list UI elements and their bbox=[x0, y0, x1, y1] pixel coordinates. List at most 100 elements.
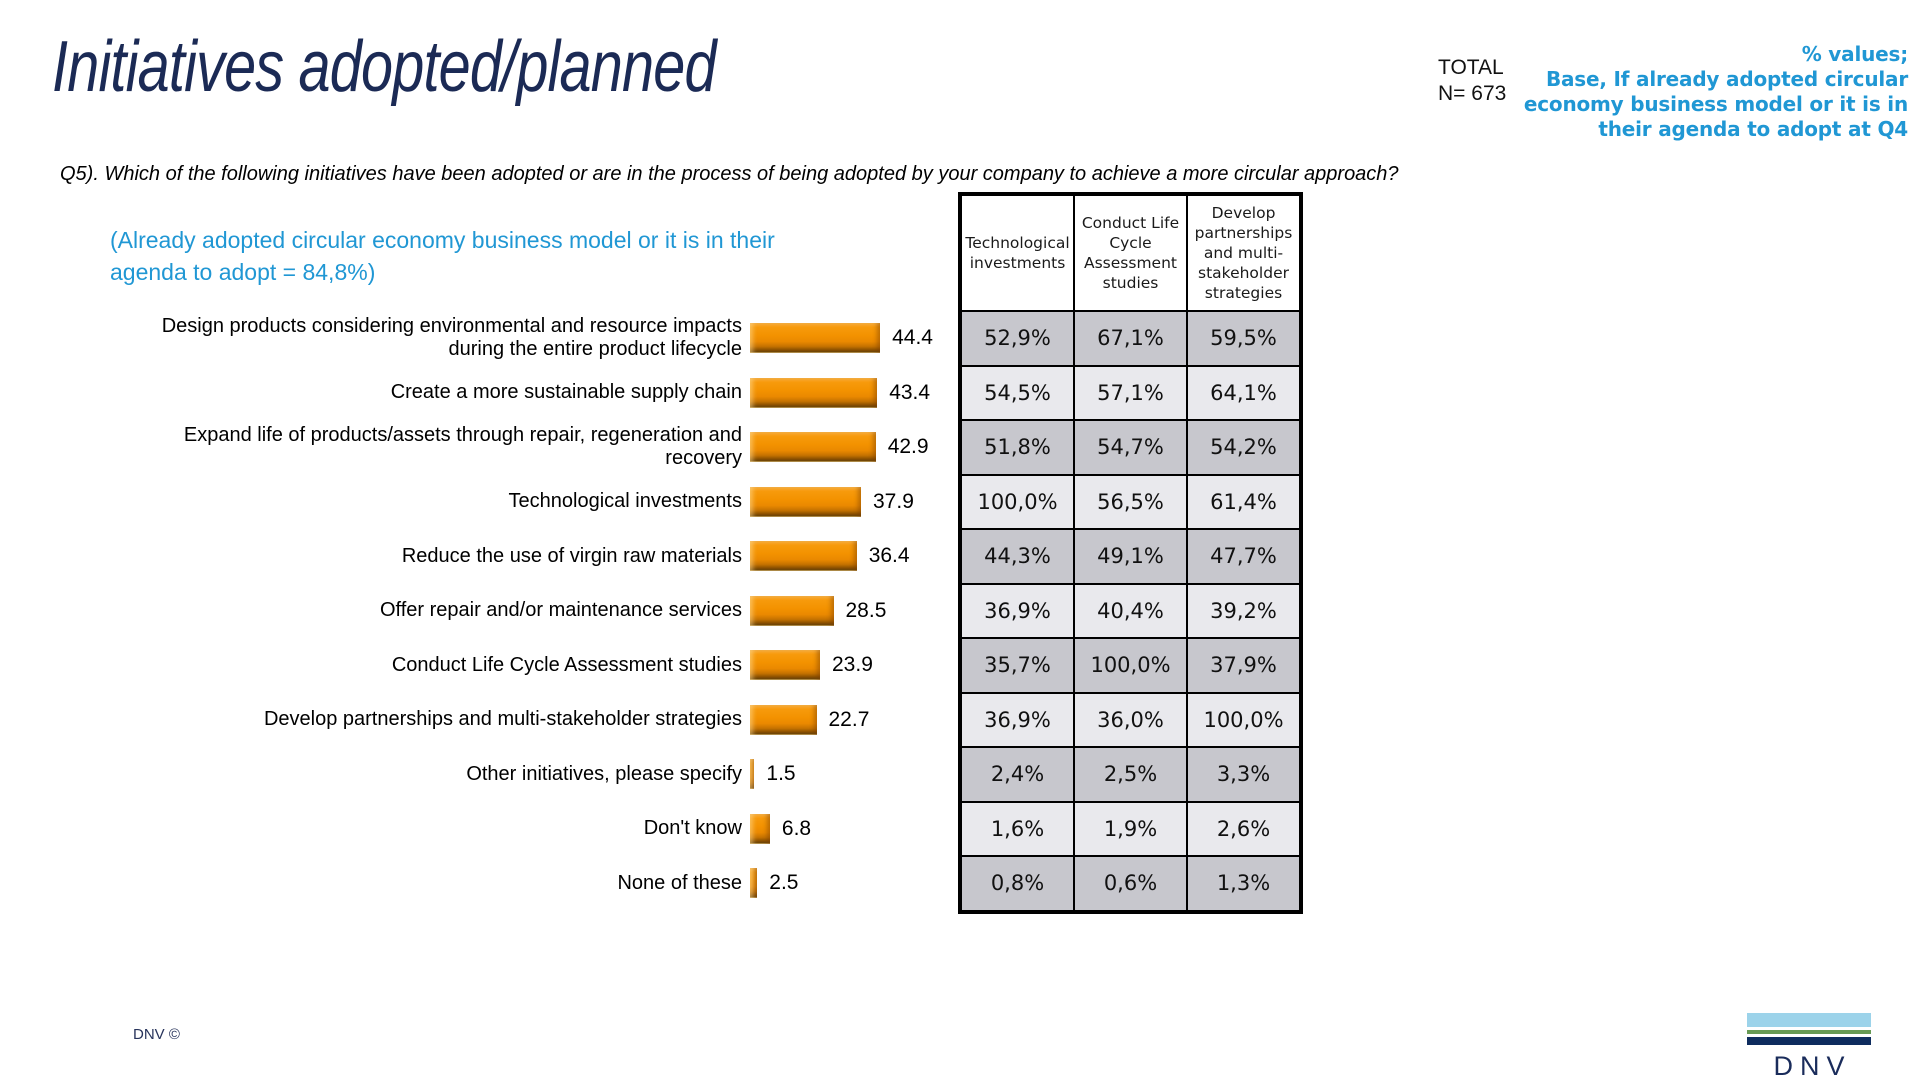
bar-wrap: 43.4 bbox=[750, 377, 931, 408]
category-label: Develop partnerships and multi-stakehold… bbox=[263, 708, 742, 731]
table-cell: 100,0% bbox=[1187, 692, 1300, 747]
chart-row: Other initiatives, please specify 1.5 bbox=[150, 747, 960, 802]
bar-value-label: 23.9 bbox=[832, 653, 873, 677]
table-cell: 52,9% bbox=[961, 311, 1074, 366]
logo-wordmark: DNV bbox=[1773, 1051, 1852, 1080]
bar bbox=[750, 868, 758, 899]
bar-wrap: 28.5 bbox=[750, 595, 887, 626]
table-cell: 35,7% bbox=[961, 638, 1074, 693]
logo-stripe-gap bbox=[1747, 1034, 1871, 1037]
bar bbox=[750, 323, 881, 354]
category-label: Don't know bbox=[643, 817, 742, 840]
table-cell: 100,0% bbox=[961, 474, 1074, 529]
table-cell: 59,5% bbox=[1187, 311, 1300, 366]
bar bbox=[750, 759, 755, 790]
chart-row: Create a more sustainable supply chain 43… bbox=[150, 366, 960, 421]
total-n-value: N= 673 bbox=[1438, 81, 1507, 105]
table-cell: 0,6% bbox=[1074, 856, 1187, 911]
bar-value-label: 42.9 bbox=[887, 435, 929, 459]
bar-value-label: 43.4 bbox=[889, 380, 931, 404]
bar-wrap: 44.4 bbox=[750, 323, 933, 354]
bar bbox=[750, 377, 878, 408]
bar-value-label: 44.4 bbox=[892, 326, 933, 350]
bar-value-label: 28.5 bbox=[845, 598, 887, 622]
chart-row: None of these 2.5 bbox=[150, 856, 960, 911]
bar bbox=[750, 813, 770, 844]
bar-value-label: 2.5 bbox=[769, 871, 799, 895]
logo-stripe-green-icon bbox=[1747, 1030, 1871, 1034]
bar-value-label: 22.7 bbox=[828, 707, 870, 731]
table-cell: 2,5% bbox=[1074, 747, 1187, 802]
table-cell: 3,3% bbox=[1187, 747, 1300, 802]
dnv-logo: DNV bbox=[1747, 1013, 1871, 1080]
table-column-header: Develop partnerships and multi-stakehold… bbox=[1187, 195, 1300, 311]
table-cell: 67,1% bbox=[1074, 311, 1187, 366]
category-label: Conduct Life Cycle Assessment studies bbox=[391, 653, 742, 676]
adoption-note: (Already adopted circular economy busine… bbox=[110, 227, 775, 286]
table-cell: 56,5% bbox=[1074, 474, 1187, 529]
base-note: % values; Base, If already adopted circu… bbox=[1523, 42, 1908, 141]
bar bbox=[750, 704, 817, 735]
bar-value-label: 1.5 bbox=[766, 762, 796, 786]
category-label: Reduce the use of virgin raw materials bbox=[401, 544, 742, 567]
survey-question: Q5). Which of the following initiatives … bbox=[60, 163, 1399, 185]
table-cell: 54,5% bbox=[961, 365, 1074, 420]
table-column-header: Conduct Life Cycle Assessment studies bbox=[1074, 195, 1187, 311]
chart-row: Reduce the use of virgin raw materials 36… bbox=[150, 529, 960, 584]
bar-wrap: 36.4 bbox=[750, 541, 910, 572]
table-cell: 44,3% bbox=[961, 529, 1074, 584]
table-cell: 39,2% bbox=[1187, 583, 1300, 638]
logo-stripe-navy-icon bbox=[1747, 1037, 1871, 1045]
table-cell: 0,8% bbox=[961, 856, 1074, 911]
bar bbox=[750, 486, 861, 517]
table-cell: 54,2% bbox=[1187, 420, 1300, 475]
table-cell: 40,4% bbox=[1074, 583, 1187, 638]
table-cell: 54,7% bbox=[1074, 420, 1187, 475]
chart-row: Don't know 6.8 bbox=[150, 802, 960, 857]
bar bbox=[750, 650, 820, 681]
table-cell: 36,9% bbox=[961, 583, 1074, 638]
chart-row: Conduct Life Cycle Assessment studies 23.… bbox=[150, 638, 960, 693]
bar-wrap: 1.5 bbox=[750, 759, 796, 790]
total-label: TOTAL bbox=[1438, 56, 1504, 79]
total-base-block: TOTAL N= 673 bbox=[1438, 55, 1506, 106]
category-label: Create a more sustainable supply chain bbox=[390, 381, 742, 404]
category-label: Other initiatives, please specify bbox=[466, 762, 742, 785]
bar bbox=[750, 432, 876, 463]
bar-chart: Design products considering environmenta… bbox=[150, 311, 960, 911]
bar bbox=[750, 541, 857, 572]
chart-row: Develop partnerships and multi-stakehold… bbox=[150, 693, 960, 748]
category-label: Technological investments bbox=[508, 490, 742, 513]
table-cell: 2,4% bbox=[961, 747, 1074, 802]
page-title: Initiatives adopted/planned bbox=[52, 27, 717, 107]
bar-wrap: 23.9 bbox=[750, 650, 873, 681]
table-cell: 51,8% bbox=[961, 420, 1074, 475]
table-cell: 36,9% bbox=[961, 692, 1074, 747]
crosstab-table: Technological investments Conduct Life Cy… bbox=[958, 192, 1303, 914]
table-cell: 61,4% bbox=[1187, 474, 1300, 529]
table-cell: 2,6% bbox=[1187, 801, 1300, 856]
table-cell: 37,9% bbox=[1187, 638, 1300, 693]
table-cell: 47,7% bbox=[1187, 529, 1300, 584]
copyright-label: DNV © bbox=[133, 1026, 180, 1043]
table-cell: 49,1% bbox=[1074, 529, 1187, 584]
bar-wrap: 37.9 bbox=[750, 486, 914, 517]
chart-row: Offer repair and/or maintenance services… bbox=[150, 584, 960, 639]
logo-stripe-gap bbox=[1747, 1027, 1871, 1030]
table-cell: 1,3% bbox=[1187, 856, 1300, 911]
category-label: Offer repair and/or maintenance services bbox=[379, 599, 742, 622]
table-cell: 64,1% bbox=[1187, 365, 1300, 420]
category-label: None of these bbox=[617, 871, 742, 894]
logo-stripe-lightblue-icon bbox=[1747, 1013, 1871, 1027]
bar-value-label: 6.8 bbox=[781, 816, 812, 840]
bar-wrap: 2.5 bbox=[750, 868, 799, 899]
bar-value-label: 36.4 bbox=[868, 544, 910, 568]
chart-row: Expand life of products/assets through r… bbox=[150, 420, 960, 475]
table-column-header: Technological investments bbox=[961, 195, 1074, 311]
table-cell: 100,0% bbox=[1074, 638, 1187, 693]
table-cell: 57,1% bbox=[1074, 365, 1187, 420]
category-label: Expand life of products/assets through r… bbox=[183, 424, 742, 470]
category-label: Design products considering environmenta… bbox=[161, 315, 742, 361]
table-cell: 1,6% bbox=[961, 801, 1074, 856]
